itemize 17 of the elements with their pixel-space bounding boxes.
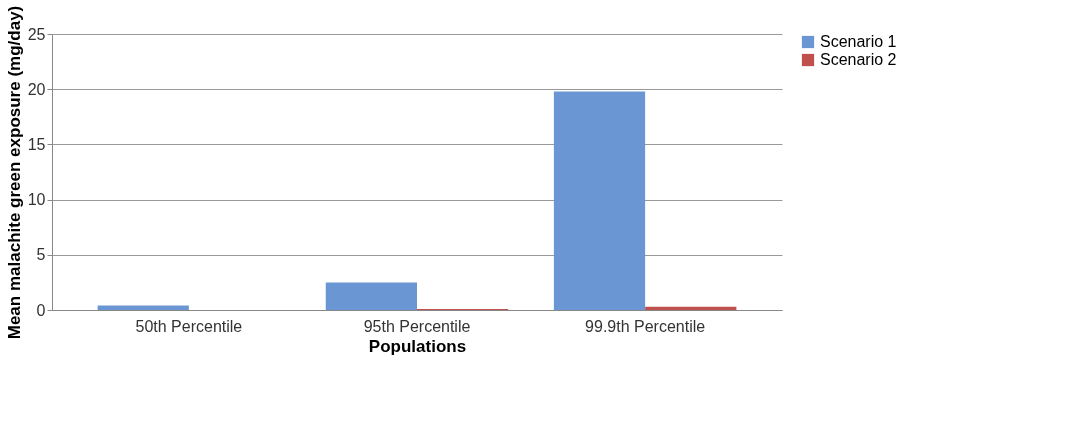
- x-tick-label: 50th Percentile: [135, 317, 243, 335]
- bar: [553, 91, 646, 310]
- bar: [645, 306, 737, 310]
- y-tick-label: 10: [27, 191, 46, 209]
- legend-label: Scenario 2: [820, 51, 897, 68]
- bar: [97, 305, 189, 310]
- x-tick-label: 95th Percentile: [363, 317, 471, 335]
- y-tick-label: 15: [27, 135, 46, 153]
- y-tick-label: 20: [27, 80, 46, 98]
- x-axis-title: Populations: [368, 336, 467, 356]
- x-tick-label: 99.9th Percentile: [585, 317, 706, 335]
- y-axis-title: Mean malachite green exposure (mg/day): [4, 5, 24, 340]
- y-tick-label: 25: [27, 25, 46, 43]
- y-tick-label: 5: [36, 246, 46, 264]
- legend-label: Scenario 1: [820, 33, 897, 50]
- y-tick-label: 0: [36, 301, 46, 319]
- bar: [325, 282, 417, 310]
